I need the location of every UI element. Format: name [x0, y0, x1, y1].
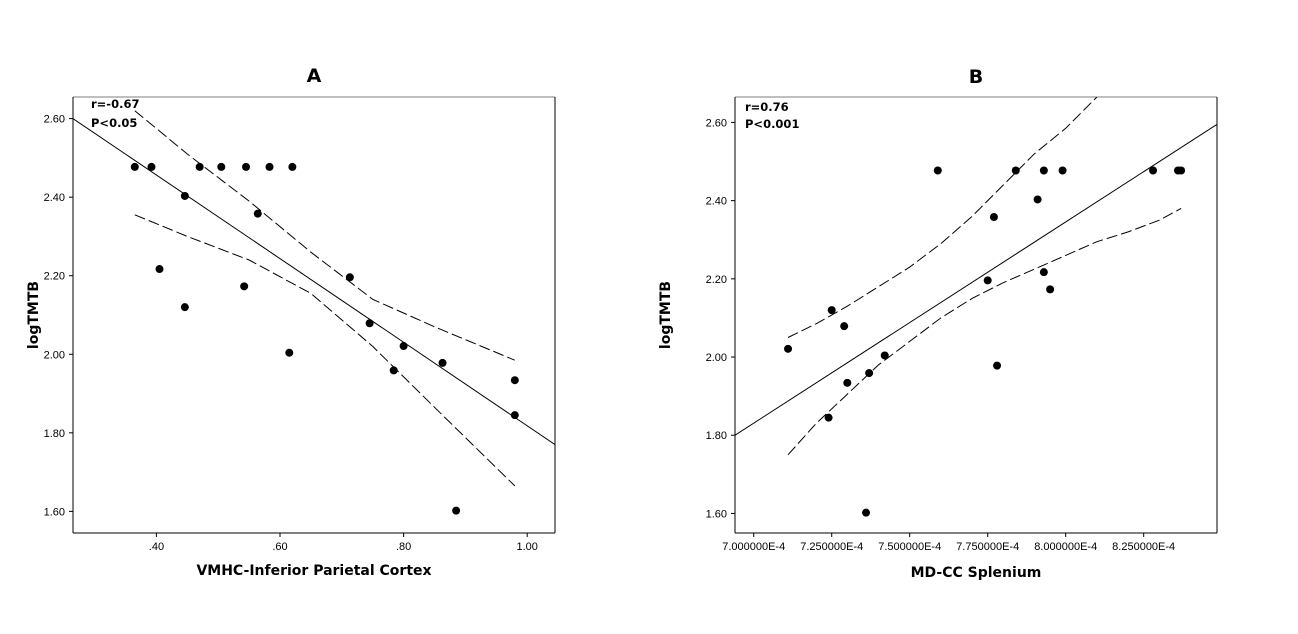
y-tick-label: 1.80	[44, 428, 65, 440]
data-point	[862, 508, 871, 517]
y-tick-label: 2.00	[44, 349, 65, 361]
correlation-annotation: r=-0.67	[91, 97, 139, 111]
x-axis-title: VMHC-Inferior Parietal Cortex	[196, 563, 431, 579]
data-point	[130, 162, 139, 171]
data-point	[865, 369, 874, 378]
x-tick-label: 8.000000E-4	[1034, 541, 1097, 553]
data-point	[242, 162, 251, 171]
x-tick-label: 7.000000E-4	[722, 541, 785, 553]
data-point	[180, 303, 189, 312]
data-point	[510, 411, 519, 420]
regression-line	[73, 118, 555, 446]
data-point	[253, 209, 262, 218]
ci-upper-curve	[134, 110, 515, 361]
data-point	[217, 162, 226, 171]
x-tick-label: 8.250000E-4	[1112, 541, 1175, 553]
p-value-annotation: P<0.001	[745, 117, 799, 131]
data-point	[399, 342, 408, 351]
data-point	[288, 162, 297, 171]
data-point	[389, 366, 398, 375]
data-point	[993, 361, 1002, 370]
data-point	[240, 282, 249, 291]
data-point	[840, 322, 849, 331]
x-tick-label: 7.500000E-4	[878, 541, 941, 553]
data-point	[1177, 166, 1186, 175]
data-point	[265, 162, 274, 171]
data-point	[983, 276, 992, 285]
ci-upper-curve	[787, 97, 1098, 338]
y-axis-title: logTMTB	[658, 281, 674, 349]
x-tick-label: .80	[396, 541, 411, 553]
x-tick-label: 7.250000E-4	[800, 541, 863, 553]
x-tick-label: .60	[272, 541, 287, 553]
data-point	[1033, 195, 1042, 204]
y-tick-label: 1.80	[706, 430, 727, 442]
data-point	[824, 413, 833, 422]
panel-title: B	[969, 66, 983, 88]
y-axis-title: logTMTB	[26, 281, 42, 349]
data-point	[827, 306, 836, 315]
y-tick-label: 2.00	[706, 352, 727, 364]
ci-lower-curve	[787, 207, 1182, 456]
correlation-annotation: r=0.76	[745, 100, 789, 114]
chart-b: B 7.000000E-4 7.250000E-4 7.500000E-4 7.7500…	[658, 66, 1218, 581]
x-tick-label: 7.750000E-4	[956, 541, 1019, 553]
data-point	[180, 191, 189, 200]
p-value-annotation: P<0.05	[91, 116, 137, 130]
data-point	[155, 265, 164, 274]
data-point	[365, 319, 374, 328]
data-point	[1011, 166, 1020, 175]
y-tick-label: 2.60	[706, 117, 727, 129]
data-point	[510, 376, 519, 385]
data-point	[285, 348, 294, 357]
data-point	[784, 344, 793, 353]
data-point	[452, 506, 461, 515]
x-tick-label: 1.00	[516, 541, 537, 553]
data-point	[147, 162, 156, 171]
data-point	[1039, 166, 1048, 175]
data-point	[438, 358, 447, 367]
y-tick-label: 2.40	[706, 196, 727, 208]
regression-line	[735, 123, 1217, 436]
data-point	[1039, 268, 1048, 277]
y-tick-label: 1.60	[706, 508, 727, 520]
data-point	[1058, 166, 1067, 175]
data-point	[933, 166, 942, 175]
y-tick-label: 2.60	[44, 114, 65, 126]
data-point	[1046, 285, 1055, 294]
data-point	[195, 162, 204, 171]
y-tick-label: 2.20	[44, 271, 65, 283]
data-point	[843, 378, 852, 387]
ci-lower-curve	[134, 214, 516, 487]
x-tick-label: .40	[149, 541, 164, 553]
x-axis-title: MD-CC Splenium	[911, 565, 1042, 581]
data-point	[345, 273, 354, 282]
y-tick-label: 2.20	[706, 274, 727, 286]
y-tick-label: 1.60	[44, 506, 65, 518]
data-point	[1149, 166, 1158, 175]
panel-title: A	[307, 65, 322, 87]
y-tick-label: 2.40	[44, 192, 65, 204]
data-point	[880, 351, 889, 360]
chart-a: A .40 .60 .80 1.00 1.60 1.80 2.00 2.20 2.40 2.60 VM…	[26, 65, 556, 579]
data-point	[989, 213, 998, 222]
